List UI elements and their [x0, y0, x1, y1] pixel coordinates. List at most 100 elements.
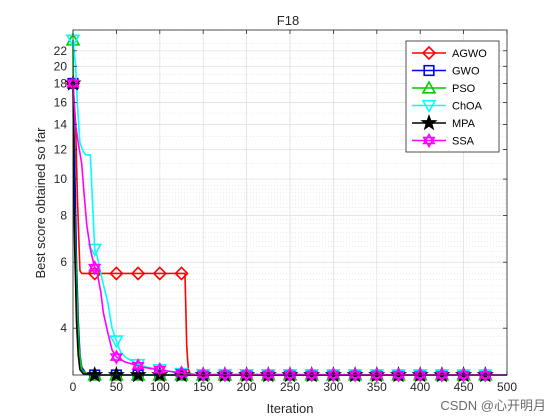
y-tick-label: 22 [54, 44, 68, 58]
hexagram-part [478, 371, 492, 383]
data-point-ssa [305, 367, 319, 383]
legend-entry: PSO [412, 80, 476, 95]
legend-marker [421, 45, 437, 61]
data-point-choa [109, 335, 124, 349]
legend-label: SSA [452, 136, 475, 148]
axes [72, 29, 508, 376]
data-point-ssa [88, 260, 102, 276]
legend-box [405, 40, 500, 153]
legend-label: PSO [452, 83, 476, 95]
hexagram-part [174, 365, 189, 377]
x-tick-label: 350 [367, 380, 387, 394]
x-tick-label: 200 [237, 380, 257, 394]
data-point-mpa [86, 366, 104, 383]
hexagram-part [283, 367, 297, 379]
series-line-ssa [72, 83, 508, 376]
hexagram-part [88, 263, 102, 276]
data-point-ssa [109, 349, 123, 365]
hexagram-part [240, 366, 254, 379]
data-point-ssa [261, 366, 275, 383]
data-point-ssa [391, 367, 406, 383]
data-point-choa [87, 243, 103, 257]
hexagram-part [435, 367, 449, 379]
hexagram-part [305, 370, 319, 383]
hexagram-part [391, 371, 406, 383]
y-axis-label: Best score obtained so far [33, 127, 48, 279]
y-tick-label: 10 [54, 172, 68, 186]
x-tick-label: 0 [70, 380, 77, 394]
legend-label: ChOA [452, 101, 483, 113]
x-tick-label: 400 [410, 380, 430, 394]
x-tick-label: 450 [454, 380, 474, 394]
legend-entry: MPA [412, 114, 476, 131]
y-tick-label: 14 [54, 117, 68, 131]
hexagram-part [348, 367, 362, 379]
y-tick-label: 12 [54, 142, 68, 156]
legend-entry: GWO [412, 64, 480, 78]
series-line-agwo [72, 83, 507, 376]
legend-marker [420, 114, 438, 131]
hexagram-part [457, 367, 471, 379]
y-tick-label: 16 [54, 96, 68, 110]
data-point-ssa [348, 367, 362, 383]
data-point-agwo [152, 266, 167, 281]
hexagram-part [261, 366, 275, 379]
hexagram-part [153, 365, 167, 378]
hexagram-part [305, 367, 319, 379]
legend-label: AGWO [452, 48, 487, 60]
data-point-agwo [130, 266, 146, 281]
legend-marker [421, 99, 437, 114]
x-tick-label: 300 [323, 380, 343, 394]
y-tick-label: 4 [60, 321, 67, 335]
hexagram-part [435, 371, 449, 383]
x-axis-label: Iteration [267, 401, 314, 416]
data-point-agwo [174, 266, 189, 281]
data-point-agwo [109, 266, 124, 281]
data-point-ssa [435, 367, 449, 383]
hexagram-part [370, 367, 384, 379]
hexagram-part [478, 367, 492, 379]
hexagram-part [218, 366, 232, 379]
watermark: CSDN @心开明月 [440, 398, 546, 413]
data-point-ssa [478, 367, 492, 383]
legend-marker [422, 132, 436, 149]
data-point-ssa [174, 365, 189, 381]
x-tick-label: 150 [193, 380, 213, 394]
hexagram-part [218, 370, 232, 383]
hexagram-part [422, 132, 436, 145]
hexagram-part [413, 367, 427, 379]
chart-title: F18 [277, 13, 299, 28]
hexagram-part [88, 260, 102, 272]
x-tick-label: 100 [150, 380, 170, 394]
hexagram-part [109, 353, 123, 365]
y-tick-label: 8 [60, 208, 67, 222]
legend-entry: SSA [412, 132, 475, 149]
hexagram-part [131, 361, 145, 374]
legend-entry: ChOA [412, 99, 483, 114]
x-tick-label: 250 [280, 380, 300, 394]
x-tick-labels: 0 50 100 150 200 250 300 350 400 450 500 [70, 380, 518, 394]
hexagram-part [261, 370, 275, 383]
data-point-mpa [129, 366, 147, 383]
y-tick-label: 18 [54, 76, 68, 90]
hexagram-part [422, 136, 436, 149]
hexagram-part [131, 358, 145, 370]
hexagram-part [196, 366, 210, 379]
y-tick-label: 6 [60, 255, 67, 269]
data-point-ssa [218, 366, 232, 383]
hexagram-part [348, 370, 362, 383]
data-point-ssa [131, 358, 145, 374]
legend-entry: AGWO [412, 45, 487, 61]
hexagram-part [109, 349, 123, 361]
hexagram-part [174, 369, 189, 381]
x-tick-label: 50 [110, 380, 124, 394]
legend-label: GWO [452, 66, 480, 78]
legend-marker [421, 80, 437, 94]
y-tick-label: 20 [54, 59, 68, 73]
legend-label: MPA [452, 118, 476, 130]
hexagram-part [391, 367, 406, 379]
x-tick-label: 500 [497, 380, 517, 394]
hexagram-part [326, 367, 340, 379]
